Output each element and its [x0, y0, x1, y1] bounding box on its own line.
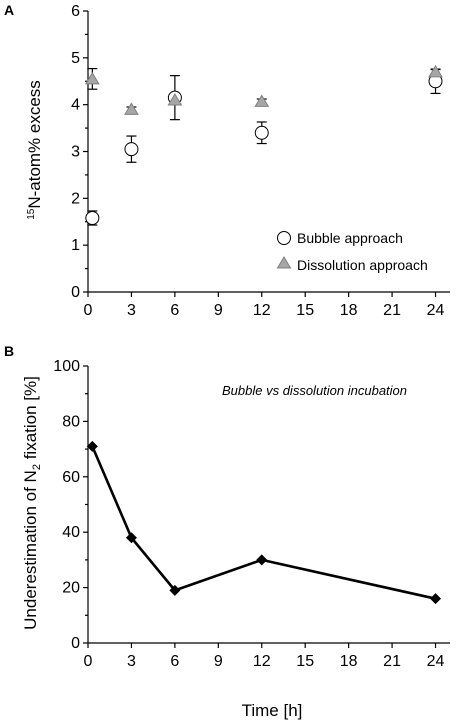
dissolution-point	[84, 71, 100, 85]
panel-a-y-tick-label: 3	[71, 144, 80, 161]
underestimation-line	[91, 445, 436, 600]
legend-dissolution-label: Dissolution approach	[297, 257, 428, 273]
panel-b-letter: B	[4, 343, 14, 359]
underestimation-point	[125, 532, 137, 544]
panel-b-x-tick-label: 6	[170, 653, 179, 670]
legend-dissolution-marker	[276, 256, 292, 269]
panel-b-annotation: Bubble vs dissolution incubation	[222, 383, 407, 398]
panel-b-x-tick-label: 15	[296, 653, 314, 670]
panel-a-x-tick-label: 24	[427, 302, 445, 319]
panel-b-y-tick-label: 80	[62, 413, 80, 430]
panel-a-y-tick-label: 6	[71, 3, 80, 20]
panel-b: B Underestimation of N2 fixation [%] Bub…	[4, 343, 450, 720]
dissolution-point	[167, 93, 183, 106]
panel-a-y-tick-label: 1	[71, 237, 80, 254]
panel-b-x-tick-label: 24	[427, 653, 445, 670]
panel-b-y-axis-title: Underestimation of N2 fixation [%]	[21, 376, 43, 630]
panel-a-legend: Bubble approach Dissolution approach	[276, 230, 428, 273]
panel-a-x-tick-label: 6	[170, 302, 179, 319]
panel-a-x-tick-label: 12	[253, 302, 271, 319]
panel-b-x-tick-label: 3	[127, 653, 136, 670]
panel-a-letter: A	[4, 2, 14, 18]
bubble-point	[85, 211, 100, 226]
panel-a-x-tick-label: 3	[127, 302, 136, 319]
panel-a-x-tick-label: 15	[296, 302, 314, 319]
panel-b-x-tick-label: 21	[383, 653, 401, 670]
dissolution-point	[254, 94, 270, 107]
dissolution-point	[124, 102, 139, 115]
panel-b-x-tick-label: 12	[253, 653, 271, 670]
underestimation-point	[86, 440, 98, 452]
panel-a-y-tick-label: 0	[71, 284, 80, 301]
panel-b-x-axis-title: Time [h]	[242, 701, 303, 720]
panel-b-y-axis-suffix: fixation [%]	[21, 376, 40, 464]
panel-a-y-axis-superscript: 15	[26, 208, 37, 220]
panel-a-x-tick-label: 18	[340, 302, 358, 319]
panel-a-y-axis-text: N-atom% excess	[25, 80, 44, 208]
panel-a-y-tick-label: 4	[71, 97, 80, 114]
underestimation-point	[256, 554, 268, 566]
bubble-point	[254, 125, 269, 140]
dissolution-point	[428, 64, 443, 78]
panel-b-y-tick-label: 100	[53, 358, 80, 375]
panel-b-y-tick-label: 40	[62, 524, 80, 541]
panel-a-y-tick-label: 5	[71, 50, 80, 67]
panel-a-x-tick-label: 9	[214, 302, 223, 319]
bubble-point	[124, 142, 139, 157]
panel-a-y-axis-title: 15N-atom% excess	[25, 80, 44, 220]
panel-b-y-tick-label: 60	[62, 469, 80, 486]
panel-a-x-tick-label: 21	[383, 302, 401, 319]
panel-a-y-tick-label: 2	[71, 190, 80, 207]
underestimation-point	[430, 593, 442, 605]
panel-b-x-tick-label: 18	[340, 653, 358, 670]
panel-b-y-axis-subscript: 2	[31, 464, 43, 470]
panel-b-plot-area: 0 20 40 60 80 100 0 3 6 9 12 15 18 21 24	[53, 358, 450, 670]
panel-b-y-tick-label: 0	[71, 635, 80, 652]
panel-b-x-tick-label: 0	[84, 653, 93, 670]
legend-bubble-marker	[277, 231, 291, 245]
underestimation-point	[169, 584, 181, 596]
panel-b-y-tick-label: 20	[62, 580, 80, 597]
panel-b-x-tick-label: 9	[214, 653, 223, 670]
panel-b-y-axis-prefix: Underestimation of N	[21, 470, 40, 630]
legend-bubble-label: Bubble approach	[297, 230, 403, 246]
panel-a-x-tick-label: 0	[84, 302, 93, 319]
